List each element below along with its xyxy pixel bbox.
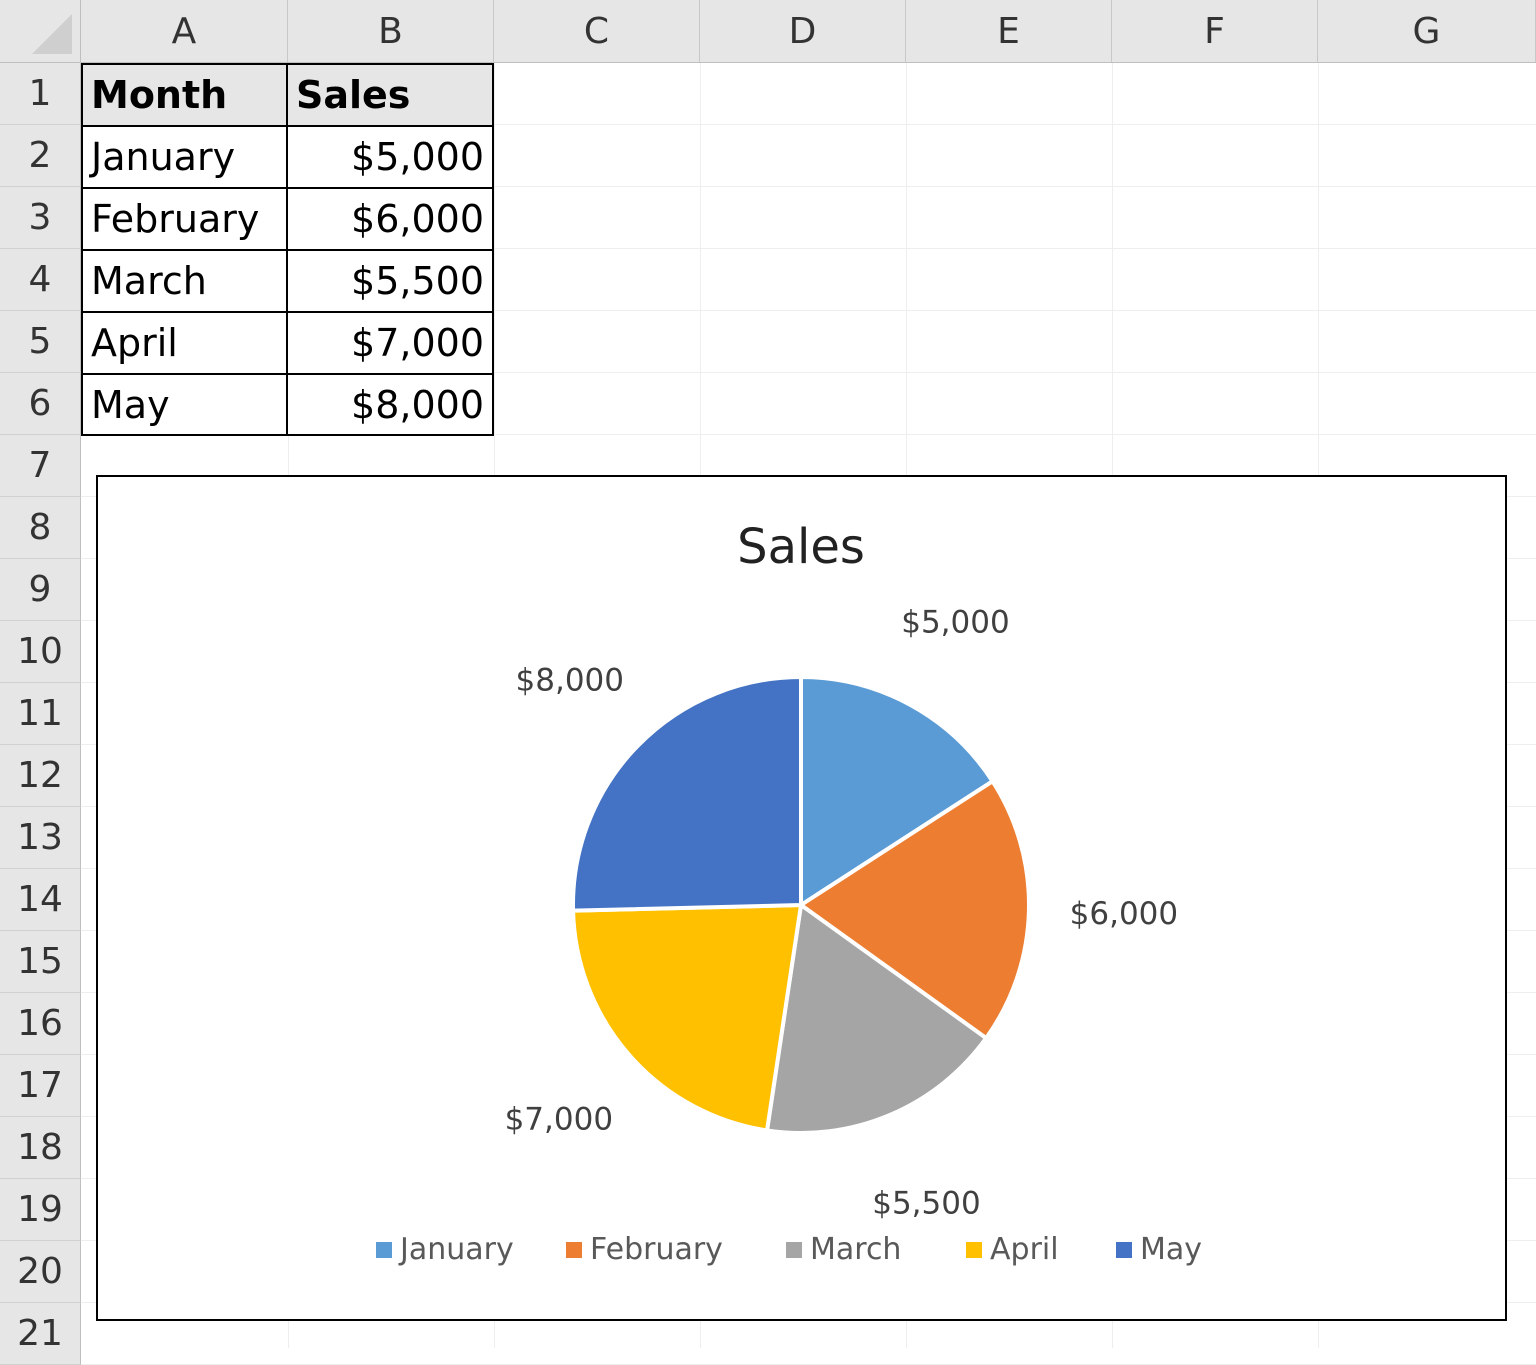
row-header-7[interactable]: 7 xyxy=(0,435,81,497)
pie-slice-march[interactable] xyxy=(764,901,989,1135)
row-header-9[interactable]: 9 xyxy=(0,559,81,621)
column-header-a[interactable]: A xyxy=(81,0,288,63)
gridline xyxy=(81,248,1536,249)
column-header-b[interactable]: B xyxy=(288,0,494,63)
legend-label-march[interactable]: March xyxy=(810,1232,901,1267)
row-header-6[interactable]: 6 xyxy=(0,373,81,435)
pie-chart-svg: Sales $5,000 $6,000 $5,500 $7,000 $8,000 Janu… xyxy=(376,519,1202,1267)
row-header-12[interactable]: 12 xyxy=(0,745,81,807)
column-header-c[interactable]: C xyxy=(494,0,700,63)
gridline xyxy=(81,434,1536,435)
legend-label-may[interactable]: May xyxy=(1140,1232,1202,1267)
row-header-13[interactable]: 13 xyxy=(0,807,81,869)
cell-b5[interactable]: $7,000 xyxy=(286,311,494,375)
legend-label-april[interactable]: April xyxy=(990,1232,1059,1267)
cell-a1[interactable]: Month xyxy=(81,63,288,127)
row-header-3[interactable]: 3 xyxy=(0,187,81,249)
legend-swatch-may xyxy=(1116,1242,1132,1258)
row-header-4[interactable]: 4 xyxy=(0,249,81,311)
gridline xyxy=(81,186,1536,187)
legend-swatch-february xyxy=(566,1242,582,1258)
pie-slice-april[interactable] xyxy=(571,902,804,1133)
row-header-1[interactable]: 1 xyxy=(0,63,81,125)
row-header-11[interactable]: 11 xyxy=(0,683,81,745)
data-label-january[interactable]: $5,000 xyxy=(901,604,1009,640)
pie-slice-january[interactable] xyxy=(799,674,996,909)
legend-swatch-april xyxy=(966,1242,982,1258)
column-header-f[interactable]: F xyxy=(1112,0,1318,63)
row-header-16[interactable]: 16 xyxy=(0,993,81,1055)
row-header-5[interactable]: 5 xyxy=(0,311,81,373)
row-header-10[interactable]: 10 xyxy=(0,621,81,683)
row-header-14[interactable]: 14 xyxy=(0,869,81,931)
pie-slice-february[interactable] xyxy=(797,778,1031,1041)
gridline xyxy=(81,124,1536,125)
select-all-corner[interactable] xyxy=(0,0,81,63)
cell-a6[interactable]: May xyxy=(81,373,288,436)
row-header-15[interactable]: 15 xyxy=(0,931,81,993)
data-label-february[interactable]: $6,000 xyxy=(1070,896,1178,932)
cell-a2[interactable]: January xyxy=(81,125,288,189)
column-header-e[interactable]: E xyxy=(906,0,1112,63)
pie-chart[interactable]: Sales $5,000 $6,000 $5,500 $7,000 $8,000 Janu… xyxy=(96,475,1507,1321)
cell-a4[interactable]: March xyxy=(81,249,288,313)
legend-swatch-march xyxy=(786,1242,802,1258)
legend-label-january[interactable]: January xyxy=(398,1232,514,1267)
column-header-g[interactable]: G xyxy=(1318,0,1536,63)
cell-a3[interactable]: February xyxy=(81,187,288,251)
chart-title[interactable]: Sales xyxy=(737,519,865,575)
gridline xyxy=(81,310,1536,311)
legend-swatch-january xyxy=(376,1242,392,1258)
row-header-21[interactable]: 21 xyxy=(0,1303,81,1365)
cell-a5[interactable]: April xyxy=(81,311,288,375)
cell-b3[interactable]: $6,000 xyxy=(286,187,494,251)
row-header-19[interactable]: 19 xyxy=(0,1179,81,1241)
row-header-20[interactable]: 20 xyxy=(0,1241,81,1303)
cell-b2[interactable]: $5,000 xyxy=(286,125,494,189)
row-header-8[interactable]: 8 xyxy=(0,497,81,559)
legend-label-february[interactable]: February xyxy=(590,1232,723,1267)
row-header-2[interactable]: 2 xyxy=(0,125,81,187)
gridline xyxy=(81,372,1536,373)
data-label-march[interactable]: $5,500 xyxy=(872,1186,980,1222)
select-all-triangle xyxy=(32,14,72,54)
row-header-17[interactable]: 17 xyxy=(0,1055,81,1117)
column-header-d[interactable]: D xyxy=(700,0,906,63)
cell-b6[interactable]: $8,000 xyxy=(286,373,494,436)
data-label-may[interactable]: $8,000 xyxy=(516,662,624,698)
cell-b1[interactable]: Sales xyxy=(286,63,494,127)
pie-slice-may[interactable] xyxy=(571,674,803,913)
row-header-18[interactable]: 18 xyxy=(0,1117,81,1179)
data-label-april[interactable]: $7,000 xyxy=(505,1102,613,1138)
cell-b4[interactable]: $5,500 xyxy=(286,249,494,313)
